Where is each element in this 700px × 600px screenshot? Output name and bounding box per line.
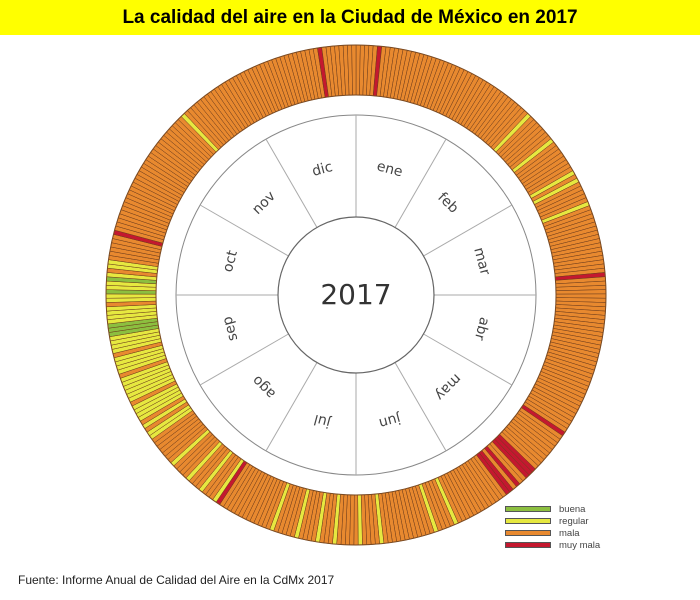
month-divider [394, 138, 447, 228]
ring-inner-edge [155, 94, 557, 496]
source-note: Fuente: Informe Anual de Calidad del Air… [18, 573, 335, 587]
legend-label-regular: regular [559, 515, 589, 527]
legend-label-muy-mala: muy mala [559, 539, 601, 551]
month-divider [423, 333, 513, 386]
legend-swatch-mala [505, 530, 551, 536]
month-divider [199, 204, 289, 257]
center-circle [277, 216, 435, 374]
day-segment [105, 293, 157, 299]
day-segment [351, 44, 357, 96]
month-label-jun: jun [377, 410, 403, 431]
month-label-mar: mar [470, 246, 493, 277]
month-label-sep: sep [219, 314, 241, 342]
month-divider [394, 362, 447, 452]
center-year-label: 2017 [320, 278, 391, 311]
legend-item-regular: regular [505, 515, 600, 527]
daily-ring [105, 44, 607, 546]
month-divider [265, 362, 318, 452]
month-label-jul: jul [312, 411, 333, 431]
legend: buena regular mala muy mala [505, 503, 600, 551]
legend-swatch-muy-mala [505, 542, 551, 548]
legend-item-buena: buena [505, 503, 600, 515]
legend-item-mala: mala [505, 527, 600, 539]
month-divider [265, 138, 318, 228]
ring-outer-edge [105, 44, 607, 546]
day-segment [555, 289, 607, 295]
title-banner: La calidad del aire en la Ciudad de Méxi… [0, 0, 700, 35]
month-label-ene: ene [375, 158, 404, 180]
month-divider [423, 204, 513, 257]
chart-title: La calidad del aire en la Ciudad de Méxi… [122, 6, 578, 28]
legend-swatch-buena [505, 506, 551, 512]
legend-item-muy-mala: muy mala [505, 539, 600, 551]
month-label-abr: abr [471, 315, 493, 342]
month-label-oct: oct [220, 248, 241, 274]
legend-label-mala: mala [559, 527, 580, 539]
month-divider [199, 333, 289, 386]
legend-label-buena: buena [559, 503, 586, 515]
legend-swatch-regular [505, 518, 551, 524]
day-segment [353, 494, 359, 546]
month-label-dic: dic [310, 159, 334, 180]
